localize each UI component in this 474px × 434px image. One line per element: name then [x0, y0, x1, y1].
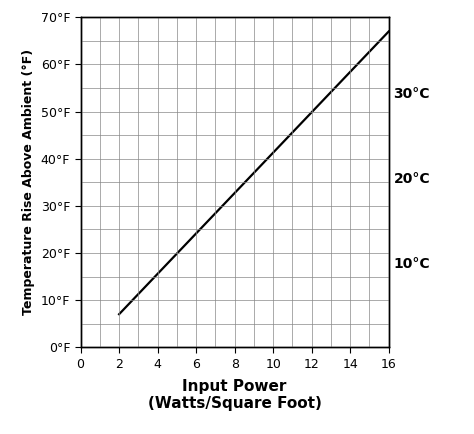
X-axis label: Input Power
(Watts/Square Foot): Input Power (Watts/Square Foot)	[148, 379, 321, 411]
Y-axis label: Temperature Rise Above Ambient (°F): Temperature Rise Above Ambient (°F)	[22, 49, 35, 316]
